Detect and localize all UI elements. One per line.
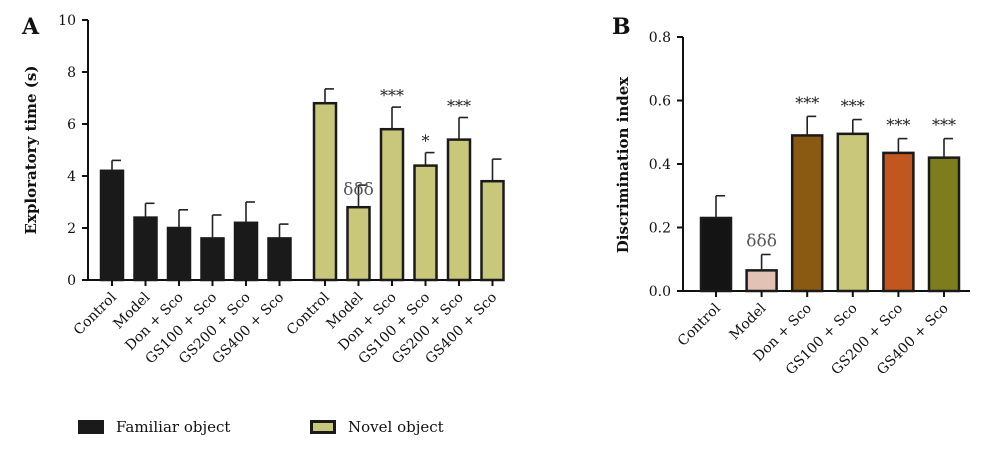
x-tick-label: Control xyxy=(284,289,333,338)
y-tick-label: 0.6 xyxy=(649,94,671,110)
y-tick-label: 0.2 xyxy=(649,221,671,237)
x-tick-label: Model xyxy=(727,300,770,343)
bar-novel xyxy=(346,205,371,282)
y-tick-label: 0.4 xyxy=(649,157,671,173)
bar-familiar xyxy=(99,169,125,282)
significance-mark: δδδ xyxy=(343,180,374,200)
bar-familiar xyxy=(233,221,259,282)
significance-mark: δδδ xyxy=(746,231,777,251)
bar-novel xyxy=(480,179,505,282)
legend-label-novel: Novel object xyxy=(348,418,444,436)
bar-novel xyxy=(379,127,405,282)
bar-novel xyxy=(312,101,338,282)
y-tick-label: 2 xyxy=(67,221,76,237)
bar xyxy=(927,156,961,293)
x-tick-label: Control xyxy=(675,300,724,349)
significance-mark: *** xyxy=(447,97,471,116)
bar xyxy=(699,216,733,293)
legend-label-familiar: Familiar object xyxy=(116,418,231,436)
panel-b: B 0.0 0.2 0.4 0.6 0.8 Discrimination index Cont… xyxy=(612,14,970,378)
bar-novel xyxy=(446,138,472,282)
y-tick-label: 0.8 xyxy=(649,30,671,46)
y-tick-label: 10 xyxy=(58,13,76,29)
legend-swatch-novel xyxy=(310,420,336,434)
bar xyxy=(836,132,870,293)
y-tick-label: 0.0 xyxy=(649,284,671,300)
bar-novel xyxy=(413,164,438,282)
bar-familiar xyxy=(200,237,225,282)
y-axis-label: Exploratory time (s) xyxy=(22,66,40,235)
y-tick-label: 4 xyxy=(67,169,76,185)
panel-label: A xyxy=(21,14,40,40)
bar-familiar xyxy=(133,216,158,282)
y-tick-label: 6 xyxy=(67,117,76,133)
bar xyxy=(882,151,915,293)
significance-mark: * xyxy=(422,132,430,151)
y-axis-label: Discrimination index xyxy=(614,76,632,253)
significance-mark: *** xyxy=(380,86,404,105)
significance-mark: *** xyxy=(795,93,819,112)
x-tick-label: Control xyxy=(71,289,120,338)
legend-swatch-familiar xyxy=(78,420,104,434)
panel-label: B xyxy=(612,14,631,40)
bar-familiar xyxy=(166,226,192,282)
significance-mark: *** xyxy=(886,116,910,135)
legend-item-novel: Novel object xyxy=(310,418,444,436)
significance-mark: *** xyxy=(932,116,956,135)
legend-item-familiar: Familiar object xyxy=(78,418,230,436)
bar xyxy=(745,269,778,293)
bar xyxy=(790,134,824,293)
y-tick-label: 8 xyxy=(67,65,76,81)
significance-mark: *** xyxy=(841,97,865,116)
bar-familiar xyxy=(267,237,292,282)
y-tick-label: 0 xyxy=(67,273,76,289)
